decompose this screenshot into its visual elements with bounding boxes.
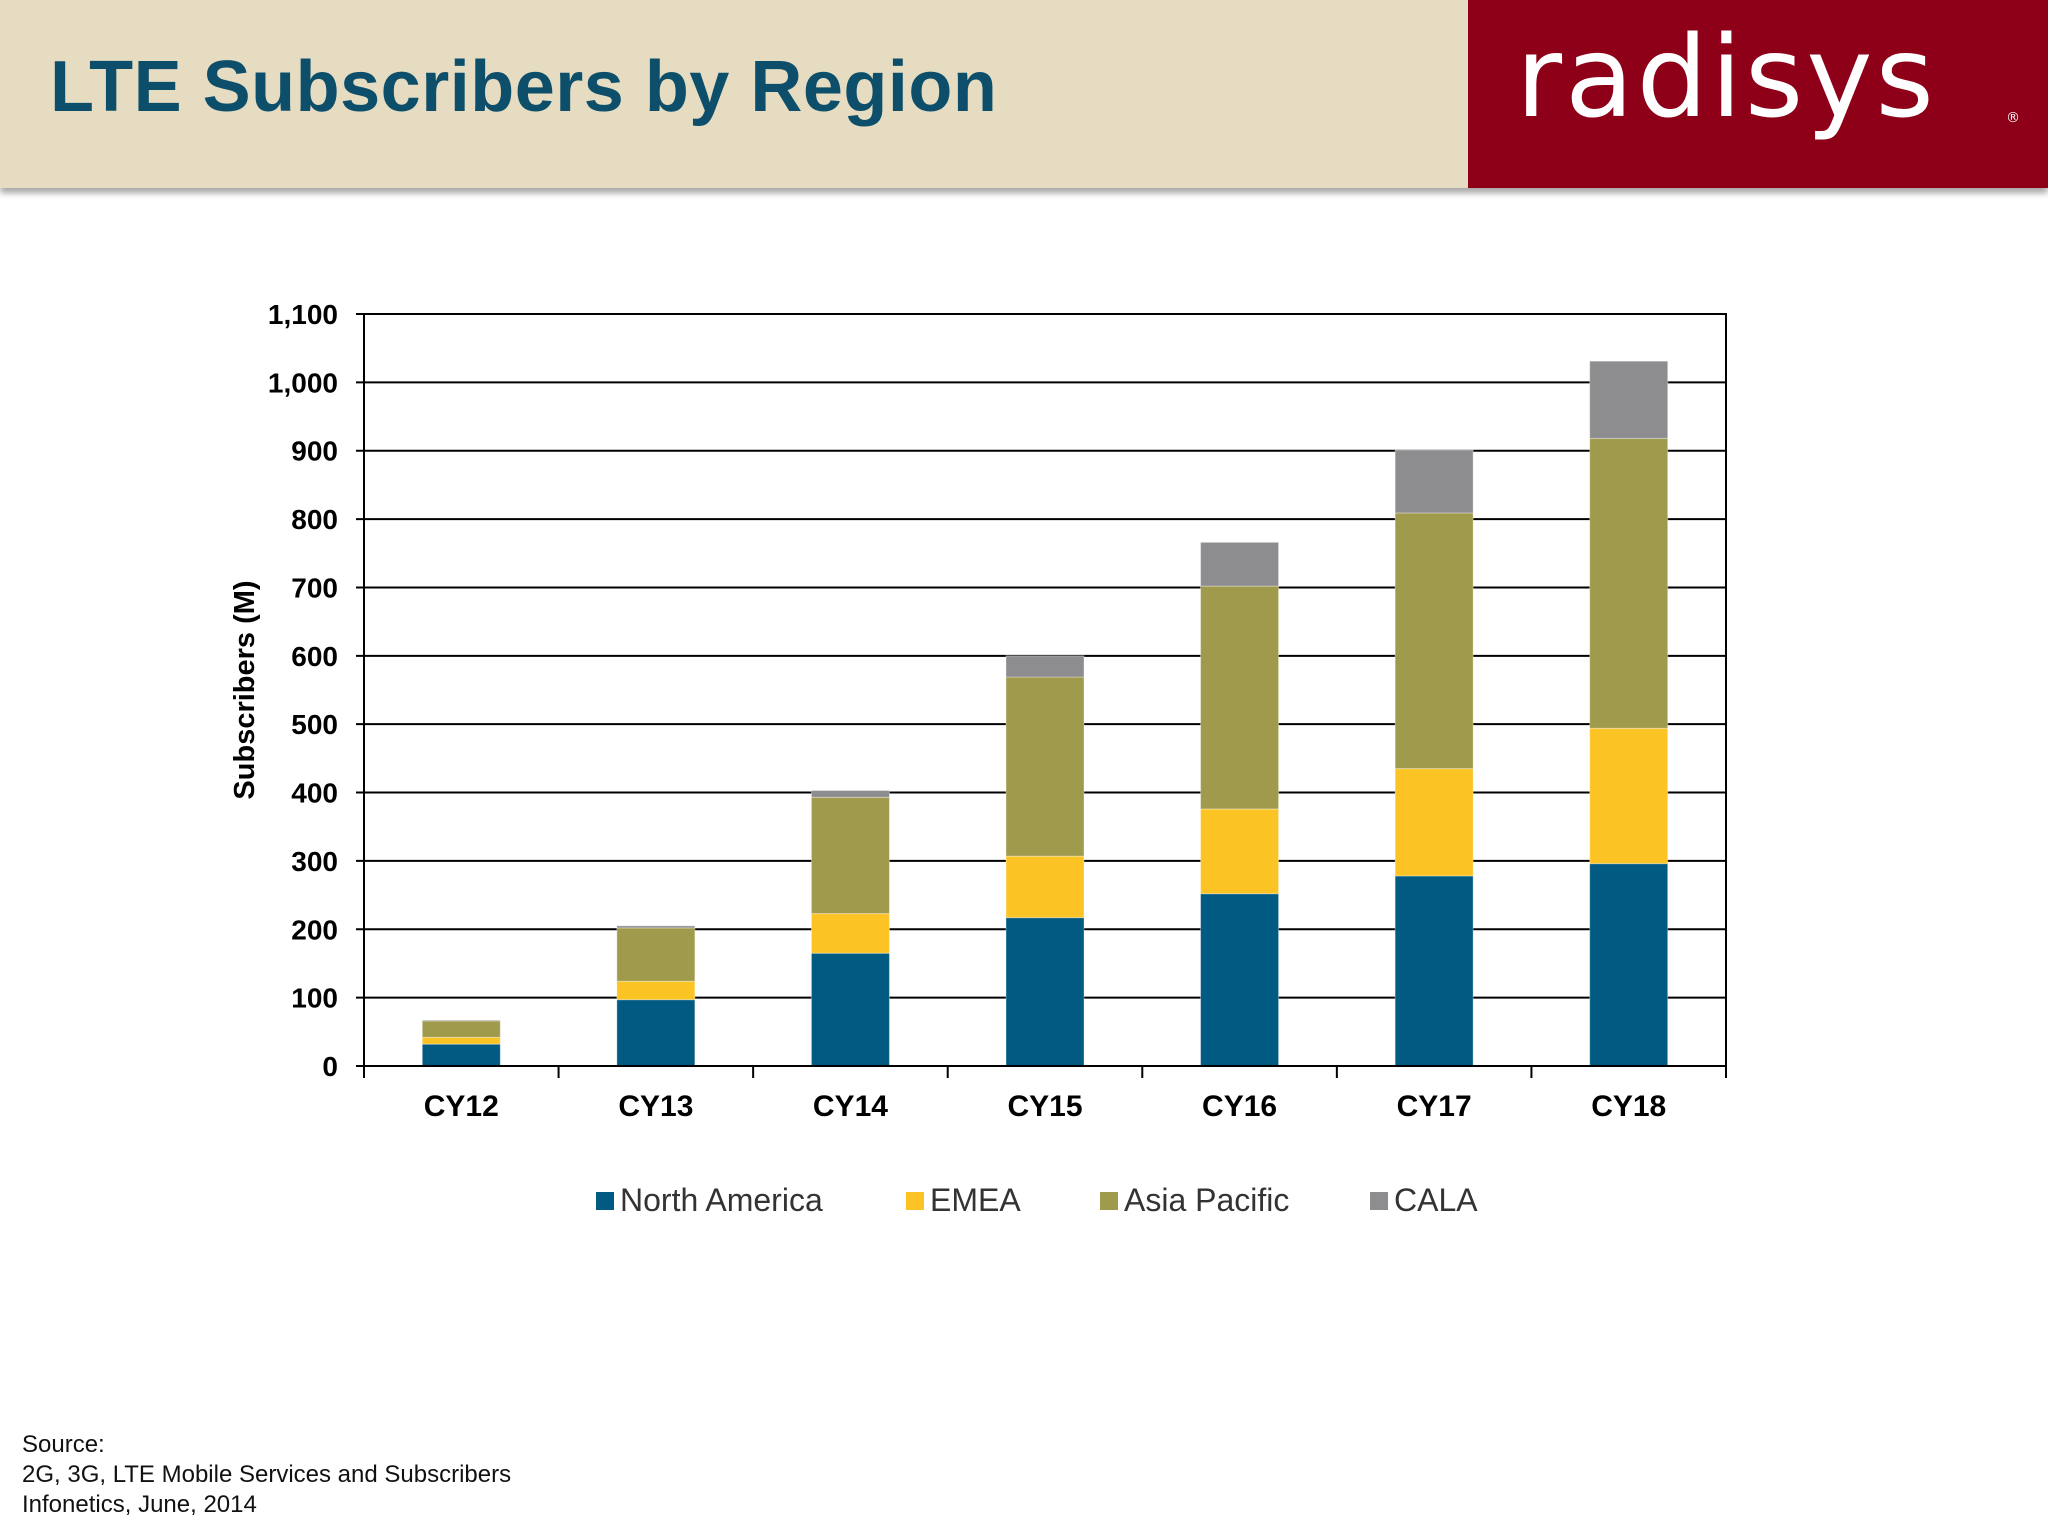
bar-segment-asia-pacific (1200, 585, 1280, 810)
bar-segment-north-america (1005, 917, 1085, 1067)
bar-segment-cala (1005, 655, 1085, 678)
bar-segment-asia-pacific (1005, 676, 1085, 857)
legend-swatch (596, 1192, 614, 1210)
bar-segment-asia-pacific (1589, 437, 1669, 729)
radisys-logo: radisys ® (1468, 0, 2048, 188)
x-axis-ticks: CY12 CY13 CY14 CY15 CY16 CY17 CY18 (363, 1066, 1727, 1123)
y-tick-label: 200 (291, 914, 338, 945)
bar-segment-asia-pacific (421, 1020, 501, 1038)
y-axis-ticks: 0 100 200 300 400 500 600 700 800 900 1,000 1,100 (268, 299, 338, 1082)
y-tick-label: 0 (322, 1051, 338, 1082)
x-tick-label: CY15 (1007, 1090, 1082, 1123)
bar-segment-cala (1394, 449, 1474, 514)
x-tick-label: CY14 (813, 1090, 888, 1123)
bar-segment-emea (810, 913, 890, 954)
y-tick-label: 500 (291, 709, 338, 740)
y-tick-label: 800 (291, 504, 338, 535)
legend-label: North America (620, 1182, 823, 1218)
bar-segment-north-america (1200, 893, 1280, 1067)
bar-segment-cala (810, 789, 890, 798)
bar-segment-emea (616, 980, 696, 1001)
registered-mark: ® (2006, 110, 2020, 126)
legend-label: Asia Pacific (1124, 1182, 1289, 1218)
plot-frame (363, 313, 1727, 1067)
bar-segment-cala (1589, 360, 1669, 439)
source-note: Source: 2G, 3G, LTE Mobile Services and … (22, 1430, 511, 1520)
legend-swatch (1100, 1192, 1118, 1210)
source-label: Source: (22, 1431, 105, 1458)
x-tick-label: CY16 (1202, 1090, 1277, 1123)
bar-segment-emea (1394, 768, 1474, 877)
source-line-1: 2G, 3G, LTE Mobile Services and Subscrib… (22, 1461, 512, 1488)
logo-text: radisys (1516, 13, 1937, 143)
header-banner: LTE Subscribers by Region radisys ® (0, 0, 2048, 188)
bar-segment-emea (1005, 855, 1085, 919)
bar-segment-north-america (421, 1043, 501, 1067)
bar-segment-emea (1589, 727, 1669, 865)
bar-segment-cala (616, 925, 696, 929)
x-tick-label: CY18 (1591, 1090, 1666, 1123)
legend-label: EMEA (930, 1182, 1021, 1218)
bar-segment-north-america (616, 999, 696, 1067)
x-tick-label: CY13 (618, 1090, 693, 1123)
bar-segment-asia-pacific (616, 927, 696, 982)
y-tick-label: 400 (291, 778, 338, 809)
y-tick-label: 300 (291, 846, 338, 877)
legend-label: CALA (1394, 1182, 1478, 1218)
bar-segment-north-america (1394, 875, 1474, 1067)
page-title: LTE Subscribers by Region (50, 47, 998, 127)
y-tick-label: 100 (291, 983, 338, 1014)
y-tick-label: 700 (291, 572, 338, 603)
bars (421, 360, 1669, 1067)
x-tick-label: CY12 (424, 1090, 499, 1123)
y-tick-label: 600 (291, 641, 338, 672)
bar-segment-north-america (810, 952, 890, 1067)
bar-segment-asia-pacific (810, 796, 890, 915)
y-tick-label: 1,000 (268, 367, 338, 398)
bar-segment-emea (421, 1036, 501, 1045)
source-line-2: Infonetics, June, 2014 (22, 1491, 257, 1518)
bar-segment-cala (1200, 541, 1280, 587)
legend-swatch (1370, 1192, 1388, 1210)
bar-segment-north-america (1589, 863, 1669, 1067)
y-tick-label: 900 (291, 436, 338, 467)
legend-swatch (906, 1192, 924, 1210)
legend: North America EMEA Asia Pacific CALA (596, 1182, 1478, 1218)
y-axis-label: Subscribers (M) (229, 580, 261, 799)
bar-segment-asia-pacific (1394, 512, 1474, 770)
bar-segment-cala (421, 1019, 501, 1022)
x-tick-label: CY17 (1397, 1090, 1472, 1123)
y-tick-label: 1,100 (268, 299, 338, 330)
bar-segment-emea (1200, 808, 1280, 895)
